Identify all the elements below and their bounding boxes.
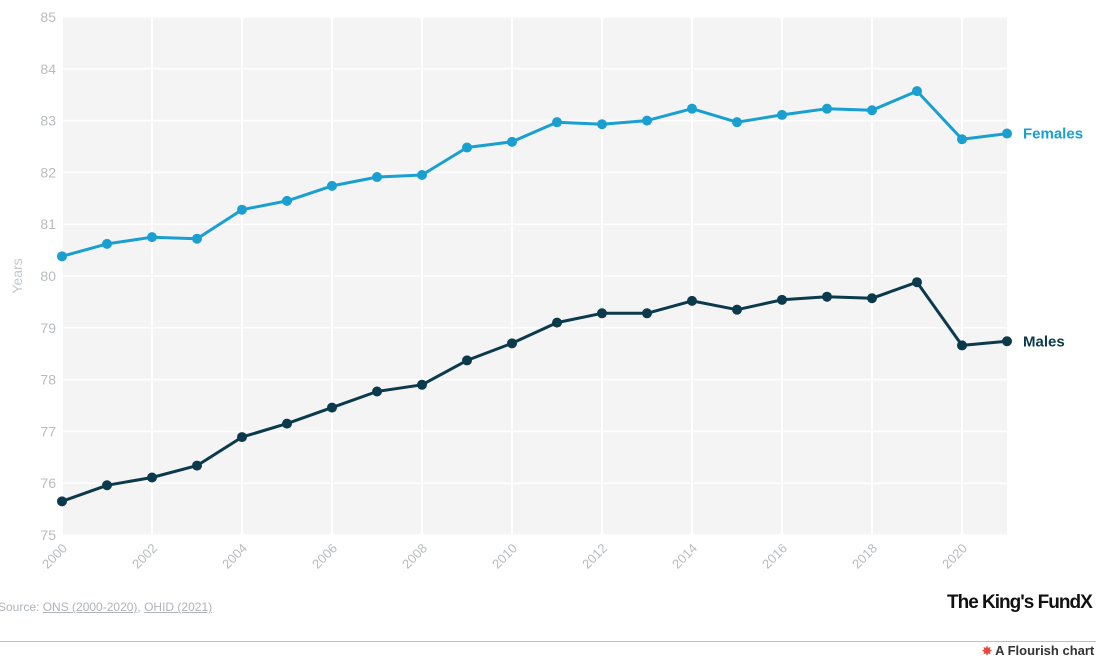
data-point-males[interactable]	[417, 379, 427, 390]
data-point-males[interactable]	[237, 432, 247, 443]
x-tick-label: 2000	[39, 541, 70, 572]
data-point-males[interactable]	[147, 472, 157, 483]
data-point-females[interactable]	[642, 115, 652, 126]
y-tick-label: 80	[40, 268, 56, 284]
data-point-females[interactable]	[57, 251, 67, 262]
grid	[61, 16, 1007, 536]
data-point-females[interactable]	[822, 103, 832, 114]
series-females: Females	[57, 86, 1083, 262]
data-point-females[interactable]	[957, 134, 967, 145]
flourish-credit-text: A Flourish chart	[995, 643, 1095, 658]
x-tick-label: 2020	[939, 541, 970, 572]
data-point-females[interactable]	[192, 233, 202, 244]
y-tick-label: 82	[40, 164, 56, 180]
data-point-males[interactable]	[282, 418, 292, 429]
series-line-males	[61, 280, 1008, 503]
data-point-females[interactable]	[912, 86, 922, 97]
data-point-males[interactable]	[552, 317, 562, 328]
y-tick-label: 85	[40, 9, 56, 25]
x-tick-label: 2016	[759, 541, 790, 572]
y-axis-title: Years	[9, 258, 25, 293]
data-point-females[interactable]	[327, 180, 337, 191]
data-point-males[interactable]	[57, 496, 67, 507]
flourish-star-icon: ✸	[982, 644, 993, 658]
y-tick-label: 84	[40, 61, 56, 77]
x-tick-label: 2014	[669, 541, 700, 572]
source-separator: ,	[137, 600, 145, 614]
x-tick-label: 2004	[219, 541, 250, 572]
series-label-males: Males	[1023, 333, 1065, 350]
x-tick-label: 2006	[309, 541, 340, 572]
data-point-females[interactable]	[732, 117, 742, 128]
source-link-ons[interactable]: ONS (2000-2020)	[42, 600, 138, 614]
data-point-males[interactable]	[642, 308, 652, 319]
data-point-females[interactable]	[552, 117, 562, 128]
data-point-females[interactable]	[867, 105, 877, 116]
data-point-males[interactable]	[462, 355, 472, 366]
data-point-males[interactable]	[687, 295, 697, 306]
y-tick-label: 77	[40, 423, 56, 439]
data-point-females[interactable]	[372, 172, 382, 183]
data-point-males[interactable]	[867, 293, 877, 304]
flourish-credit-link[interactable]: ✸ A Flourish chart	[982, 643, 1094, 658]
data-point-males[interactable]	[1002, 336, 1012, 347]
series-label-females: Females	[1023, 126, 1083, 143]
data-point-females[interactable]	[102, 238, 112, 249]
data-point-males[interactable]	[777, 294, 787, 305]
data-point-males[interactable]	[957, 340, 967, 351]
data-point-males[interactable]	[912, 277, 922, 288]
x-tick-label: 2012	[579, 541, 610, 572]
source-link-ohid[interactable]: OHID (2021)	[144, 600, 213, 614]
data-point-females[interactable]	[462, 142, 472, 153]
x-tick-label: 2018	[849, 541, 880, 572]
x-tick-label: 2010	[489, 541, 520, 572]
data-point-females[interactable]	[597, 119, 607, 130]
y-tick-label: 78	[40, 372, 56, 388]
x-tick-label: 2002	[129, 541, 160, 572]
source-prefix: Source:	[0, 600, 43, 614]
data-point-females[interactable]	[777, 109, 787, 120]
y-tick-label: 81	[40, 216, 56, 232]
data-point-males[interactable]	[192, 460, 202, 471]
y-axis-ticks: 75 76 77 78 79 80 81 82 83 84 85	[40, 9, 56, 543]
series-line-females	[61, 89, 1008, 258]
brand-name: The King's Fund	[947, 592, 1081, 613]
y-tick-label: 83	[40, 113, 56, 129]
data-point-males[interactable]	[327, 402, 337, 413]
x-tick-label: 2008	[399, 541, 430, 572]
kings-fund-logo[interactable]: The King's FundX	[947, 592, 1093, 614]
data-point-females[interactable]	[507, 136, 517, 147]
data-point-females[interactable]	[417, 169, 427, 180]
data-point-females[interactable]	[147, 232, 157, 243]
data-point-males[interactable]	[822, 291, 832, 302]
data-point-males[interactable]	[507, 338, 517, 349]
y-tick-label: 75	[40, 527, 56, 543]
footer-divider	[0, 641, 1096, 642]
data-point-males[interactable]	[102, 480, 112, 491]
y-tick-label: 79	[40, 320, 56, 336]
data-point-females[interactable]	[687, 103, 697, 114]
source-note: Source: ONS (2000-2020), OHID (2021)	[0, 600, 212, 614]
data-point-males[interactable]	[372, 386, 382, 397]
y-tick-label: 76	[40, 475, 56, 491]
series: Females Males	[57, 86, 1083, 507]
data-point-females[interactable]	[1002, 128, 1012, 139]
brand-mark: X	[1080, 592, 1093, 613]
data-point-females[interactable]	[237, 204, 247, 215]
series-males: Males	[57, 277, 1065, 507]
data-point-males[interactable]	[597, 308, 607, 319]
x-axis-ticks: 2000 2002 2004 2006 2008 2010 2012 2014 2016 2018…	[39, 541, 970, 572]
data-point-males[interactable]	[732, 304, 742, 315]
data-point-females[interactable]	[282, 195, 292, 206]
